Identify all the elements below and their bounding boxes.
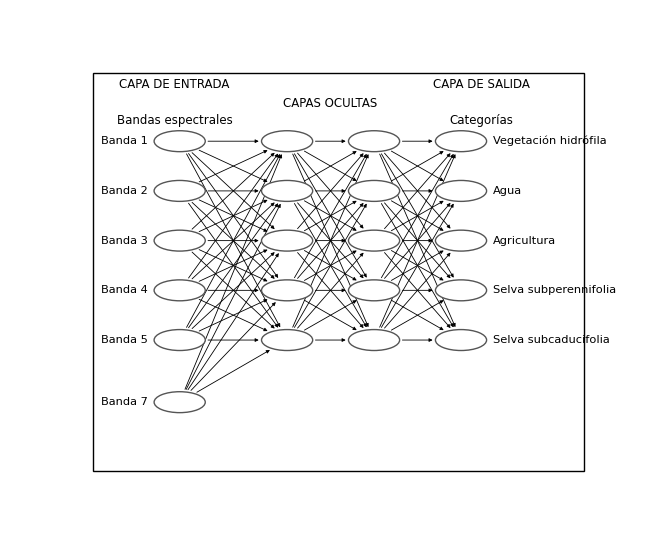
Ellipse shape [436,180,486,201]
Ellipse shape [436,330,486,351]
Text: Banda 4: Banda 4 [101,285,148,295]
Text: CAPA DE ENTRADA: CAPA DE ENTRADA [119,78,230,91]
Text: Bandas espectrales: Bandas espectrales [117,114,232,127]
Ellipse shape [348,330,399,351]
Text: Banda 5: Banda 5 [101,335,148,345]
Text: CAPA DE SALIDA: CAPA DE SALIDA [433,78,530,91]
Ellipse shape [261,230,313,251]
Ellipse shape [436,280,486,301]
Text: Selva subcaducifolia: Selva subcaducifolia [493,335,609,345]
Ellipse shape [261,280,313,301]
Ellipse shape [154,230,205,251]
Text: Categorías: Categorías [449,114,513,127]
Ellipse shape [154,280,205,301]
Text: Vegetación hidrófila: Vegetación hidrófila [493,136,607,146]
Text: Selva subperennifolia: Selva subperennifolia [493,285,616,295]
Ellipse shape [154,330,205,351]
Ellipse shape [261,330,313,351]
Ellipse shape [436,131,486,152]
Ellipse shape [154,180,205,201]
Ellipse shape [348,131,399,152]
Ellipse shape [154,131,205,152]
Ellipse shape [261,180,313,201]
Text: Agricultura: Agricultura [493,236,556,246]
Text: Banda 3: Banda 3 [101,236,148,246]
Ellipse shape [348,180,399,201]
Ellipse shape [436,230,486,251]
Ellipse shape [348,230,399,251]
Ellipse shape [154,392,205,413]
Text: Banda 7: Banda 7 [101,397,148,407]
Text: CAPAS OCULTAS: CAPAS OCULTAS [283,97,378,110]
Ellipse shape [348,280,399,301]
Text: Agua: Agua [493,186,522,196]
Text: Banda 2: Banda 2 [101,186,148,196]
Ellipse shape [261,131,313,152]
Text: Banda 1: Banda 1 [101,136,148,146]
